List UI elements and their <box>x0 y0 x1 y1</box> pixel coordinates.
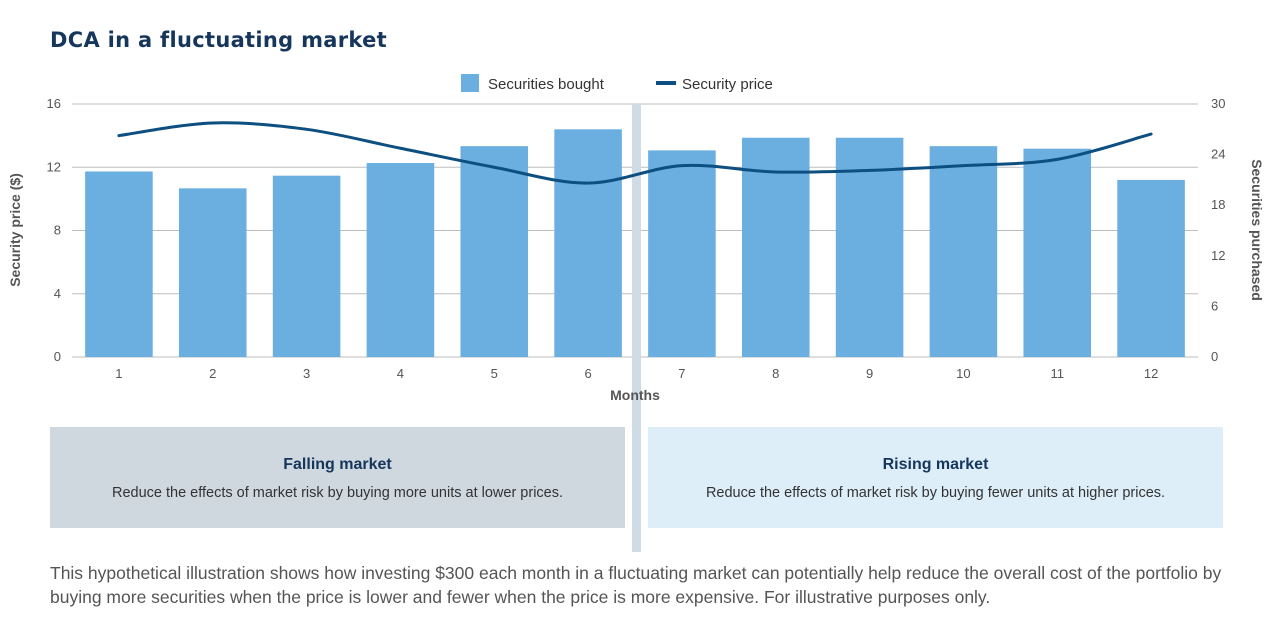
x-tick-labels: 1 2 3 4 5 6 7 8 9 10 11 12 <box>115 366 1158 381</box>
bar <box>366 163 435 357</box>
x-tick-label: 7 <box>678 366 685 381</box>
legend-swatch-bars <box>461 74 479 92</box>
x-tick-label: 9 <box>866 366 873 381</box>
center-divider <box>632 415 641 552</box>
x-tick-label: 1 <box>115 366 122 381</box>
y-right-tick-label: 0 <box>1211 349 1218 364</box>
x-tick-label: 10 <box>956 366 970 381</box>
legend: Securities bought Security price <box>461 74 773 93</box>
falling-market-panel: Falling market Reduce the effects of mar… <box>50 427 625 528</box>
x-tick-label: 5 <box>491 366 498 381</box>
legend-label-bars: Securities bought <box>488 76 605 93</box>
x-tick-label: 4 <box>397 366 404 381</box>
bar <box>1117 179 1185 357</box>
x-tick-label: 12 <box>1144 366 1158 381</box>
bar <box>929 146 998 357</box>
bar <box>554 129 622 357</box>
bar <box>741 137 810 357</box>
center-divider-chart <box>632 104 641 415</box>
y-right-tick-label: 30 <box>1211 96 1225 111</box>
footnote: This hypothetical illustration shows how… <box>50 563 1222 607</box>
y-right-tick-labels: 0 6 12 18 24 30 <box>1211 96 1225 364</box>
y-left-tick-label: 12 <box>47 159 61 174</box>
line-series <box>117 121 1153 185</box>
y-right-tick-label: 12 <box>1211 248 1225 263</box>
bar <box>835 137 904 357</box>
legend-swatch-line <box>656 81 676 85</box>
bar <box>85 171 153 357</box>
legend-label-line: Security price <box>682 76 773 93</box>
rising-market-panel: Rising market Reduce the effects of mark… <box>648 427 1223 528</box>
y-right-tick-label: 6 <box>1211 298 1218 313</box>
y-right-tick-label: 18 <box>1211 197 1225 212</box>
bar <box>648 150 716 357</box>
rising-market-text: Reduce the effects of market risk by buy… <box>705 485 1166 501</box>
rising-market-heading: Rising market <box>882 456 989 473</box>
x-tick-label: 3 <box>303 366 310 381</box>
y-right-axis-title: Securities purchased <box>1249 159 1265 301</box>
y-left-tick-label: 0 <box>54 349 61 364</box>
y-left-tick-labels: 0 4 8 12 16 <box>47 96 61 364</box>
x-tick-label: 2 <box>209 366 216 381</box>
x-tick-label: 11 <box>1051 366 1065 381</box>
chart-title: DCA in a fluctuating market <box>50 28 387 52</box>
y-left-tick-label: 4 <box>54 286 61 301</box>
y-left-tick-label: 16 <box>47 96 61 111</box>
bar <box>460 146 529 357</box>
y-right-tick-label: 24 <box>1211 147 1225 162</box>
x-tick-label: 6 <box>584 366 591 381</box>
x-axis-title: Months <box>610 387 660 403</box>
bar <box>272 175 341 357</box>
bar <box>1023 148 1092 357</box>
price-line <box>117 121 1153 185</box>
y-left-axis-title: Security price ($) <box>7 173 23 287</box>
bar-series <box>85 129 1185 357</box>
x-tick-label: 8 <box>772 366 779 381</box>
bar <box>178 188 247 357</box>
falling-market-text: Reduce the effects of market risk by buy… <box>111 485 564 501</box>
y-left-tick-label: 8 <box>54 223 61 238</box>
falling-market-heading: Falling market <box>283 456 392 473</box>
